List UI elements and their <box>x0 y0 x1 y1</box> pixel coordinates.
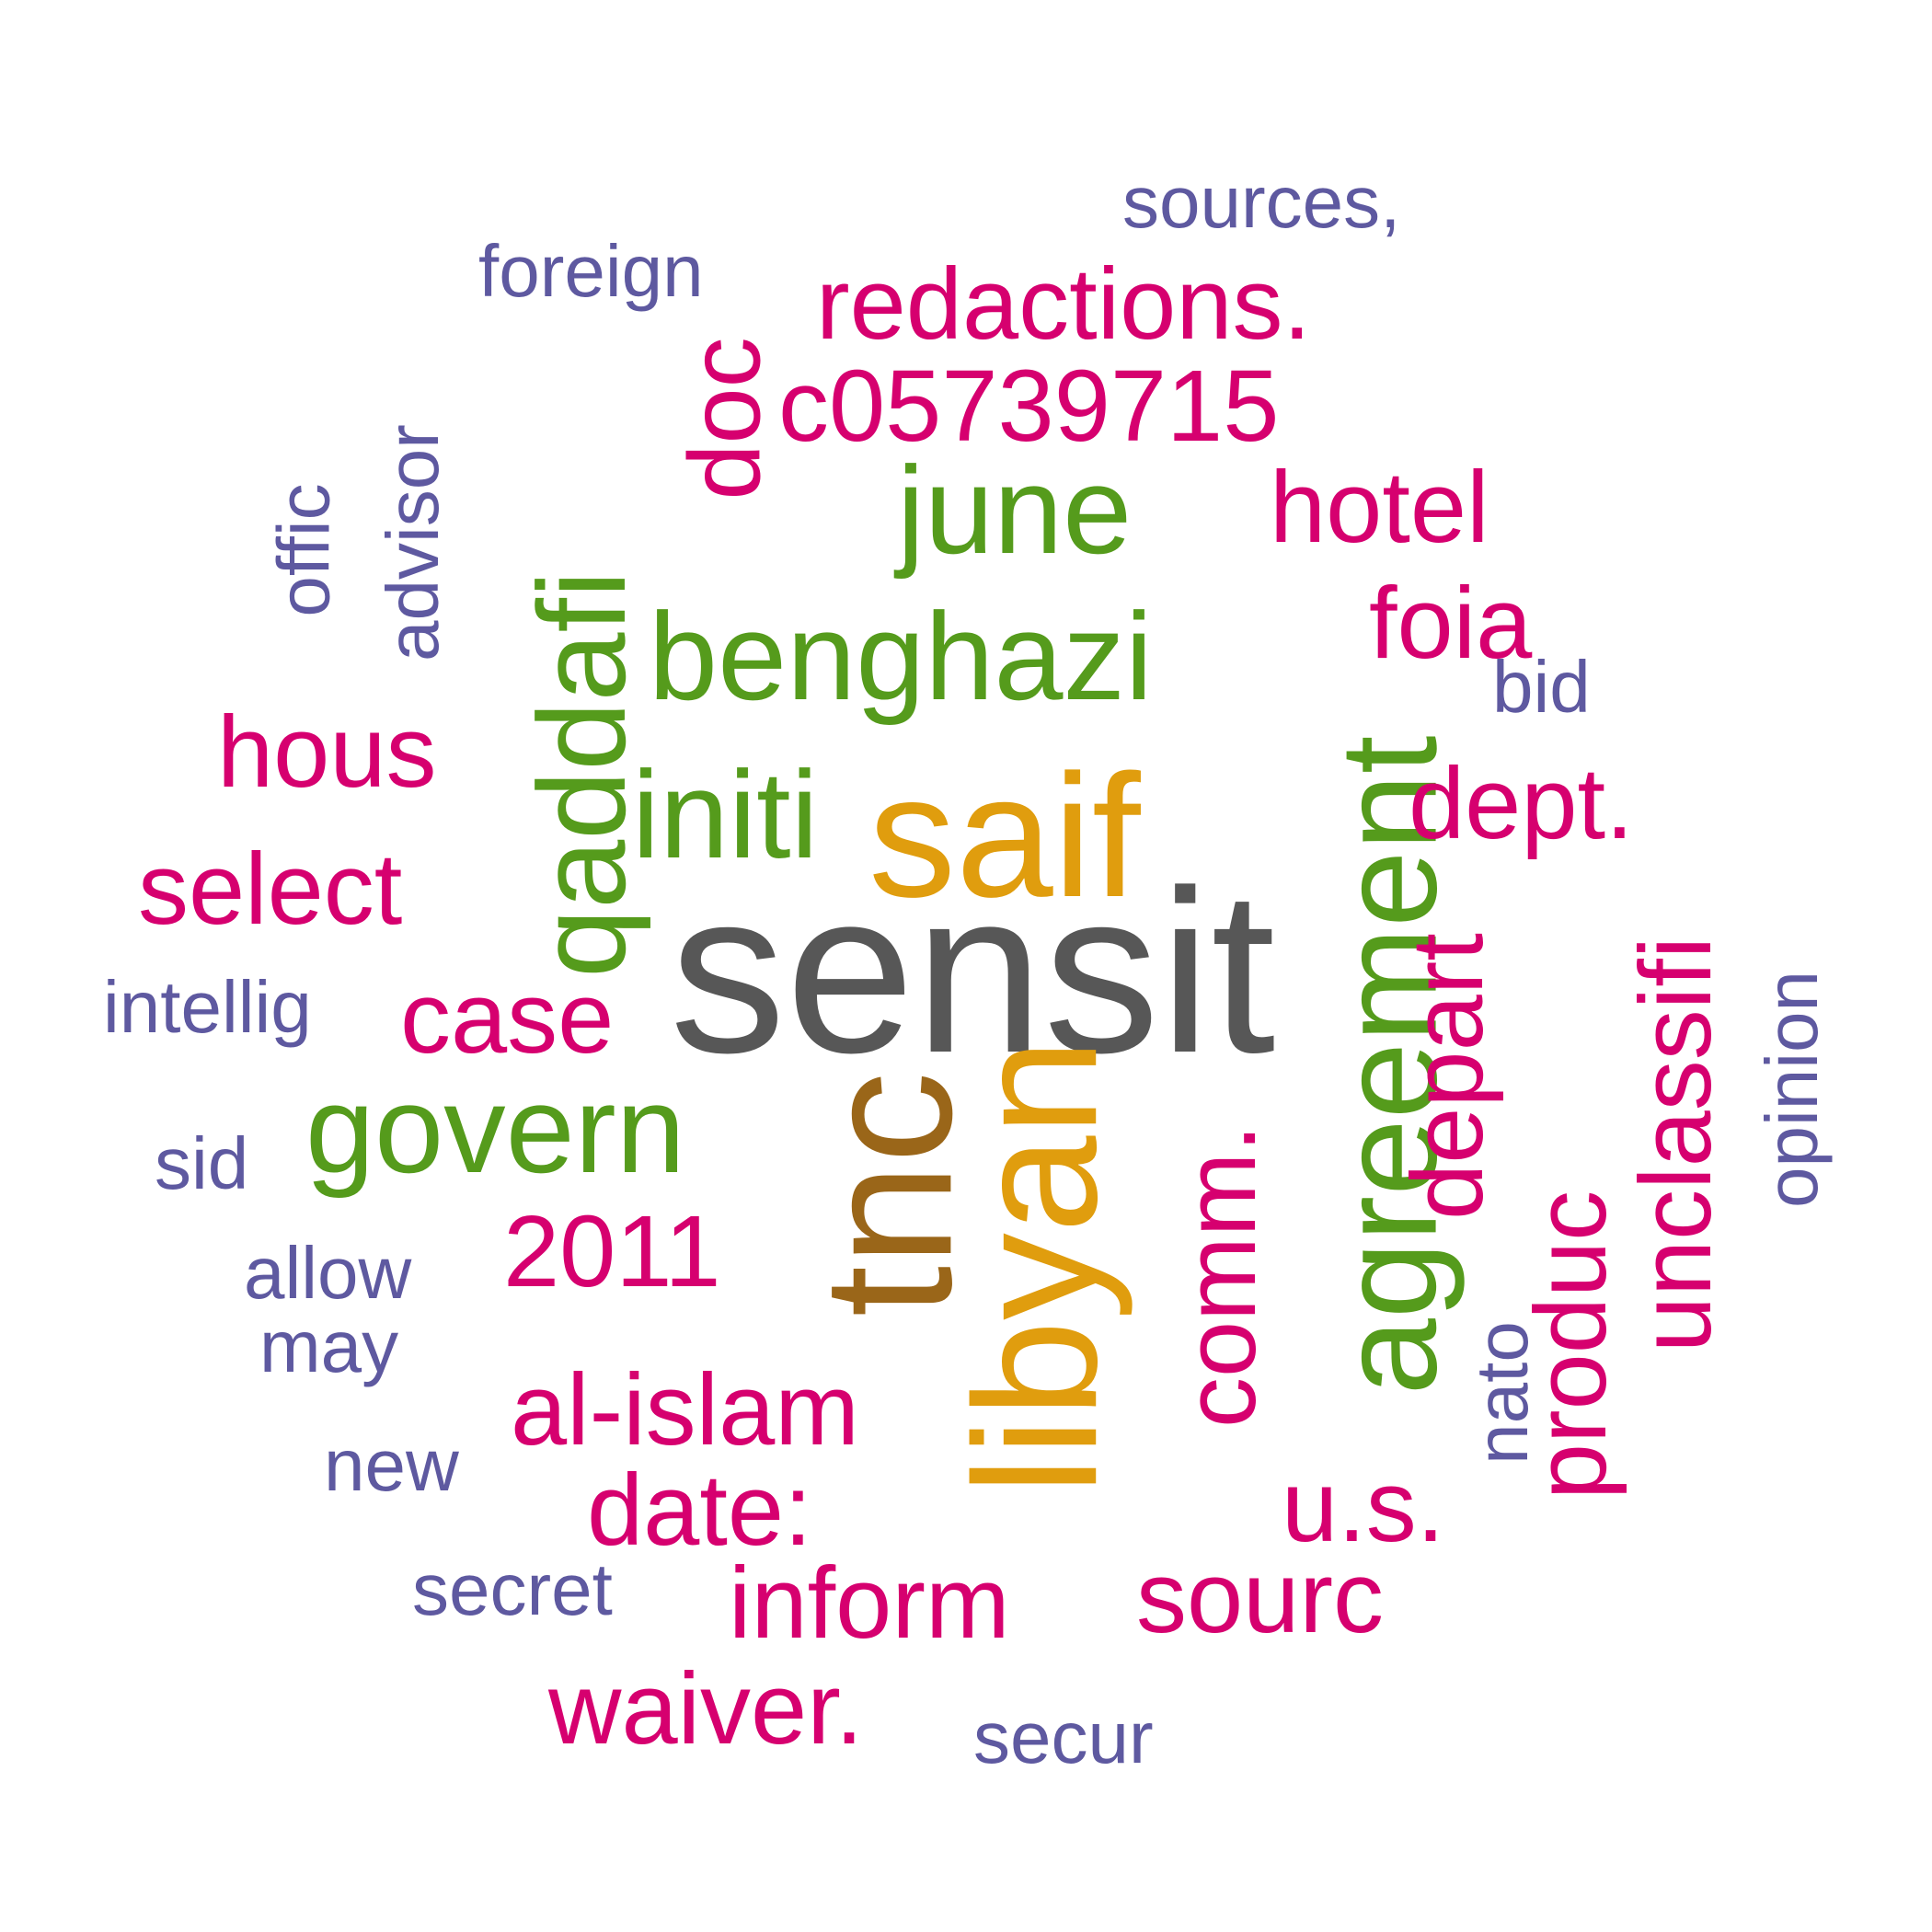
word-may: may <box>259 1305 399 1387</box>
word-2011: 2011 <box>503 1195 721 1308</box>
word-date: date: <box>587 1454 812 1567</box>
word-sources: sources, <box>1122 161 1401 243</box>
word-sourc: sourc <box>1136 1541 1384 1654</box>
word-waiver: waiver. <box>548 1652 864 1765</box>
word-bid: bid <box>1492 646 1591 728</box>
word-secret: secret <box>412 1548 613 1630</box>
word-hous: hous <box>217 696 437 809</box>
word-redactions: redactions. <box>816 247 1312 361</box>
word-al-islam: al-islam <box>511 1353 859 1466</box>
word-sid: sid <box>155 1122 249 1204</box>
word-unclassifi: unclassifi <box>1619 936 1733 1353</box>
word-govern: govern <box>305 1060 685 1199</box>
word-libyan: libyan <box>938 1038 1134 1496</box>
word-foia: foia <box>1369 567 1533 680</box>
word-secur: secur <box>973 1696 1154 1778</box>
word-allow: allow <box>244 1232 412 1314</box>
word-case: case <box>400 961 615 1075</box>
word-benghazi: benghazi <box>649 587 1153 726</box>
word-june: june <box>897 441 1133 580</box>
word-offic: offic <box>262 483 345 617</box>
word-qaddafi: qaddafi <box>512 570 651 978</box>
word-initi: initi <box>632 745 819 884</box>
word-new: new <box>324 1424 459 1506</box>
word-intellig: intellig <box>103 966 312 1048</box>
word-c05739715: c05739715 <box>778 350 1280 463</box>
word-us: u.s. <box>1282 1450 1445 1563</box>
word-saif: saif <box>868 739 1141 934</box>
word-opinion: opinion <box>1751 970 1834 1209</box>
word-foreign: foreign <box>478 230 704 312</box>
word-dept: dept. <box>1409 747 1634 860</box>
word-nato: nato <box>1460 1321 1543 1465</box>
word-depart: depart <box>1390 933 1504 1220</box>
word-doc: doc <box>668 337 782 500</box>
word-comm: comm. <box>1164 1124 1277 1428</box>
word-hotel: hotel <box>1270 451 1489 564</box>
word-sensit: sensit <box>670 843 1276 1101</box>
word-advisor: advisor <box>371 424 454 661</box>
word-select: select <box>138 833 403 946</box>
word-inform: inform <box>729 1547 1010 1660</box>
